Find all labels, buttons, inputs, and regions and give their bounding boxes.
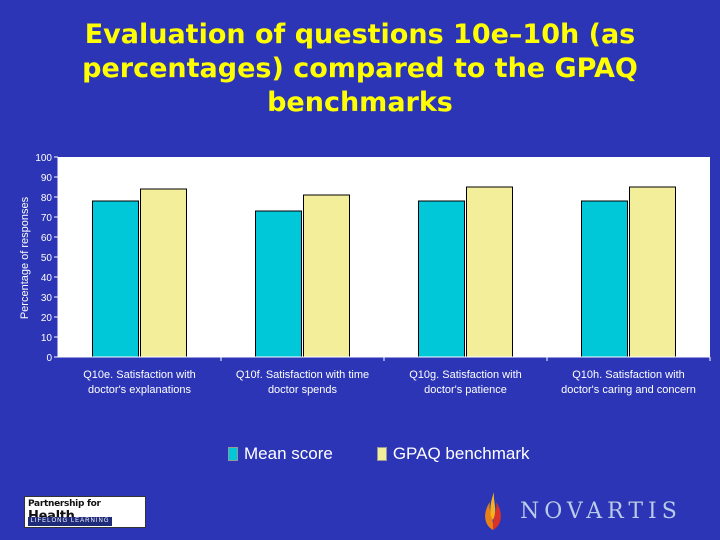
bar-value-label: 78 [435,181,447,193]
x-tick-label: doctor spends [268,384,338,396]
partnership-for-health-logo: Partnership for Health LIFELONG LEARNING [24,496,146,528]
y-tick-label: 70 [41,213,53,224]
y-tick-label: 90 [41,173,53,184]
bar-gpaq-benchmark [303,194,350,358]
x-tick-label: Q10f. Satisfaction with time [236,369,369,381]
y-tick-label: 60 [41,233,53,244]
legend: Mean score GPAQ benchmark [228,444,530,464]
bar-mean-score [418,200,465,358]
bar-gpaq-benchmark [140,188,187,358]
novartis-wordmark: NOVARTIS [520,498,682,524]
legend-label: GPAQ benchmark [392,444,530,463]
bar-mean-score [92,200,139,358]
bar-value-label: 84 [157,164,169,176]
legend-item: Mean score [228,444,333,464]
legend-item: GPAQ benchmark [376,444,530,464]
bar-gpaq-benchmark [629,186,676,358]
logo-word-2: for [86,499,101,509]
bar-value-label: 85 [483,162,495,174]
novartis-flame-icon [485,492,501,530]
y-tick-label: 30 [41,293,53,304]
bar-labels-group: 78 84 73 81 78 85 78 85 [109,162,658,203]
logo-word-1: Partnership [28,499,85,509]
bar-value-label: 73 [272,191,284,203]
bar-mean-score [581,200,628,358]
y-tick-label: 100 [35,153,52,164]
bars-group [92,186,676,358]
x-tick-label: Q10h. Satisfaction with [572,369,685,381]
x-tick-label: Q10g. Satisfaction with [409,369,522,381]
legend-swatch [228,447,238,461]
bar-value-label: 81 [320,170,332,182]
chart-title: Evaluation of questions 10e–10h (as perc… [82,19,638,118]
x-axis-ticks: Q10e. Satisfaction with doctor's explanat… [58,356,711,396]
x-tick-label: doctor's caring and concern [561,384,696,396]
y-tick-label: 20 [41,313,53,324]
x-tick-label: doctor's explanations [88,384,191,396]
legend-label: Mean score [244,444,333,463]
y-tick-label: 10 [41,333,53,344]
y-axis-label: Percentage of responses [19,196,31,319]
novartis-logo: NOVARTIS [478,490,698,532]
bar-value-label: 78 [109,181,121,193]
x-tick-label: Q10e. Satisfaction with [83,369,196,381]
bar-value-label: 78 [598,181,610,193]
bar-gpaq-benchmark [466,186,513,358]
logo-tagline: LIFELONG LEARNING [28,517,112,526]
y-tick-label: 40 [41,273,53,284]
y-tick-label: 50 [41,253,53,264]
bar-mean-score [255,210,302,358]
y-tick-label: 80 [41,193,53,204]
legend-swatch [376,447,387,461]
x-tick-label: doctor's patience [424,384,507,396]
y-tick-label: 0 [46,353,52,364]
y-axis: 0 10 20 30 40 50 60 70 80 90 100 [35,153,59,364]
bar-value-label: 85 [646,162,658,174]
